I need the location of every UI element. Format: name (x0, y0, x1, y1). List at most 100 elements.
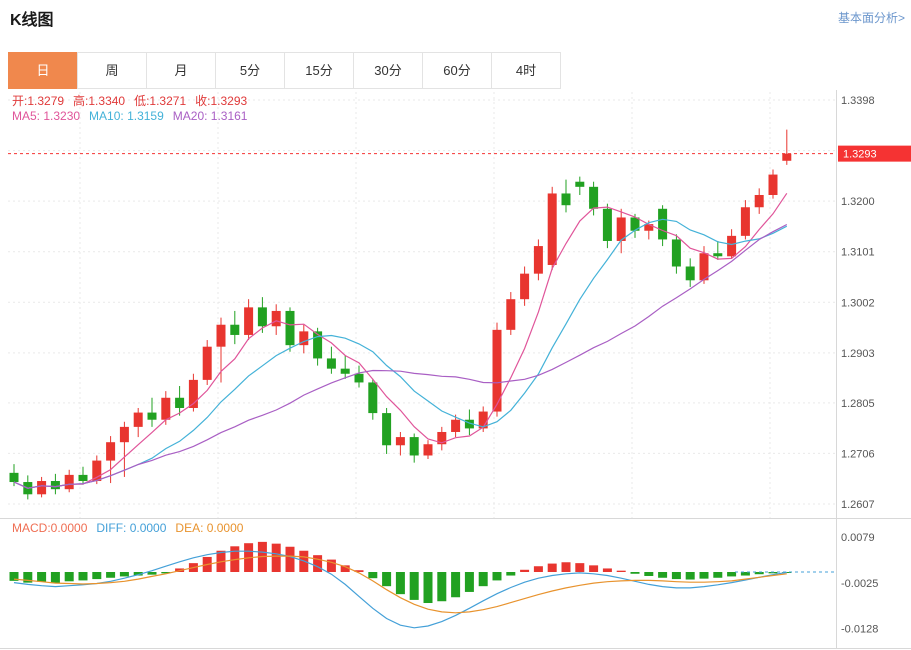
candle (423, 444, 433, 456)
macd-bar (313, 555, 323, 572)
macd-axis-label: 0.0079 (841, 532, 875, 544)
macd-bar (464, 572, 474, 592)
macd-axis-label: -0.0025 (841, 578, 878, 590)
macd-bar (644, 572, 654, 576)
macd-bar (423, 572, 433, 604)
candle (727, 235, 737, 257)
candle (437, 431, 447, 445)
candle (340, 368, 350, 374)
macd-bar (533, 566, 543, 572)
tab-4hour[interactable]: 4时 (491, 52, 561, 89)
candle (119, 426, 129, 443)
candle (299, 331, 309, 346)
candle (671, 239, 681, 267)
candle (492, 329, 502, 412)
price-axis-label: 1.3398 (841, 95, 875, 107)
diff-line (13, 550, 787, 629)
macd-bar (671, 572, 681, 580)
ma10-value: MA10: 1.3159 (89, 109, 164, 123)
tab-60min[interactable]: 60分 (422, 52, 492, 89)
candle (257, 307, 267, 327)
macd-bar (561, 562, 571, 572)
price-axis-label: 1.3101 (841, 247, 875, 259)
candle (740, 207, 750, 236)
macd-bar (616, 570, 626, 572)
candle (782, 153, 792, 161)
tab-month[interactable]: 月 (146, 52, 216, 89)
ma5-value: MA5: 1.3230 (12, 109, 81, 123)
macd-bar (271, 543, 281, 572)
candle (285, 310, 295, 346)
ma5-line (13, 192, 788, 489)
macd-bar (37, 572, 47, 582)
macd-bar (630, 572, 640, 574)
candle (520, 273, 530, 300)
tab-30min[interactable]: 30分 (353, 52, 423, 89)
tab-15min[interactable]: 15分 (284, 52, 354, 89)
price-axis-label: 1.2805 (841, 398, 875, 410)
macd-bar (395, 572, 405, 595)
candle (9, 472, 19, 483)
candle (202, 346, 212, 380)
macd-bar (78, 572, 88, 581)
candle (478, 411, 488, 429)
macd-bar (699, 572, 709, 579)
fundamental-analysis-link[interactable]: 基本面分析> (837, 11, 905, 25)
macd-value: MACD:0.0000 (12, 521, 88, 535)
price-axis-label: 1.3200 (841, 196, 875, 208)
candle (464, 419, 474, 429)
dea-value: DEA: 0.0000 (175, 521, 244, 535)
timeframe-tabs: 日 周 月 5分 15分 30分 60分 4时 (8, 52, 561, 89)
candle (244, 307, 254, 335)
candle (506, 299, 516, 330)
macd-bar (368, 572, 378, 579)
macd-bar (547, 563, 557, 572)
page-title: K线图 (10, 12, 54, 29)
macd-bar (437, 572, 447, 602)
diff-value: DIFF: 0.0000 (96, 521, 167, 535)
candle (547, 193, 557, 265)
ma20-value: MA20: 1.3161 (172, 109, 248, 123)
candle (685, 266, 695, 281)
current-price-tag (838, 145, 911, 162)
candle (147, 412, 157, 420)
macd-bar (133, 572, 143, 576)
ma10-line (13, 218, 788, 489)
candle (368, 382, 378, 414)
macd-bar (451, 572, 461, 598)
tab-week[interactable]: 周 (77, 52, 147, 89)
macd-bar (161, 572, 171, 574)
candle (533, 246, 543, 274)
macd-axis-label: -0.0128 (841, 624, 878, 636)
open-value: 开:1.3279 (12, 94, 65, 108)
macd-bar (768, 572, 778, 574)
macd-bar (506, 572, 516, 576)
candle (616, 217, 626, 241)
high-value: 高:1.3340 (73, 94, 126, 108)
candle (216, 324, 226, 347)
macd-bar (575, 563, 585, 572)
candle (630, 217, 640, 231)
macd-bar (520, 569, 530, 572)
candle (382, 413, 392, 446)
close-value: 收:1.3293 (195, 94, 248, 108)
candle (326, 358, 336, 369)
candle (78, 474, 88, 482)
candle (37, 481, 47, 495)
macd-bar (147, 572, 157, 575)
candle (92, 460, 102, 482)
candle (175, 397, 185, 408)
current-price-tag-label: 1.3293 (843, 149, 877, 161)
tab-day[interactable]: 日 (8, 52, 78, 89)
candle (133, 412, 143, 427)
macd-bar (119, 572, 129, 577)
macd-bar (478, 572, 488, 587)
ma-legend: MA5: 1.3230 MA10: 1.3159 MA20: 1.3161 (12, 109, 256, 123)
macd-bar (740, 572, 750, 576)
macd-bar (354, 570, 364, 572)
macd-bar (409, 572, 419, 600)
tab-5min[interactable]: 5分 (215, 52, 285, 89)
macd-bar (602, 568, 612, 572)
